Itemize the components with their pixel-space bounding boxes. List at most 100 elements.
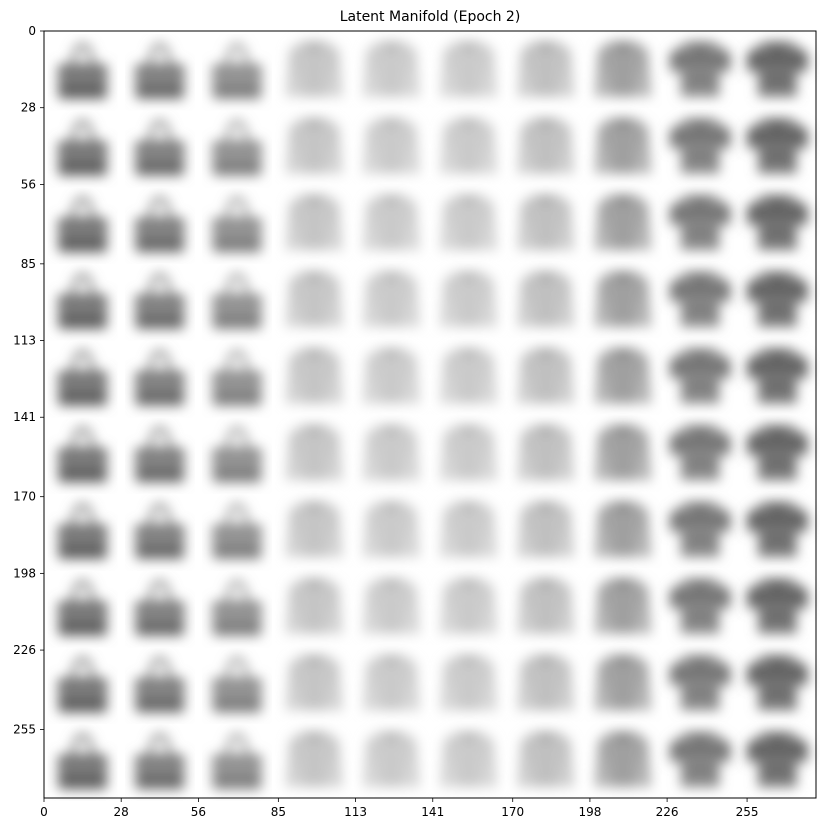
manifold-cell [134, 580, 185, 637]
manifold-cell [747, 500, 808, 557]
manifold-cell [212, 349, 262, 407]
manifold-cell [363, 654, 419, 711]
manifold-cell [212, 119, 262, 177]
manifold-cell [595, 501, 651, 557]
manifold-cell [57, 349, 108, 407]
manifold-cell [57, 580, 108, 637]
manifold-cell [747, 654, 808, 711]
manifold-cell [518, 117, 574, 174]
x-tick-label: 28 [114, 805, 129, 819]
manifold-cell [134, 349, 185, 407]
manifold-cell [595, 117, 651, 174]
manifold-cell [363, 117, 419, 174]
manifold-cell [595, 40, 651, 97]
manifold-cell [286, 424, 342, 481]
manifold-cell [595, 424, 651, 481]
y-tick-label: 226 [13, 643, 36, 657]
image-grid [57, 40, 808, 790]
manifold-cell [134, 503, 185, 560]
manifold-cell [441, 501, 497, 557]
manifold-cell [57, 119, 108, 177]
manifold-cell [441, 577, 497, 634]
manifold-cell [363, 194, 419, 251]
manifold-cell [595, 577, 651, 634]
y-tick-label: 141 [13, 410, 36, 424]
manifold-cell [518, 40, 574, 97]
manifold-cell [669, 731, 731, 788]
manifold-cell [747, 424, 808, 481]
y-tick-label: 56 [21, 177, 36, 191]
manifold-cell [212, 43, 262, 100]
manifold-cell [441, 347, 497, 404]
manifold-cell [134, 656, 185, 714]
manifold-cell [286, 270, 342, 327]
x-tick-label: 56 [191, 805, 206, 819]
manifold-cell [286, 347, 342, 404]
manifold-cell [747, 117, 808, 174]
plot-frame [43, 30, 817, 799]
manifold-cell [134, 426, 185, 483]
manifold-cell [212, 656, 262, 714]
manifold-cell [286, 577, 342, 634]
manifold-cell [669, 577, 731, 634]
x-tick-label: 226 [656, 805, 679, 819]
manifold-cell [747, 577, 808, 634]
x-tick-label: 0 [40, 805, 48, 819]
manifold-cell [134, 196, 185, 253]
manifold-cell [57, 656, 108, 714]
manifold-cell [134, 733, 185, 790]
manifold-cell [441, 40, 497, 97]
manifold-cell [669, 117, 731, 174]
manifold-cell [669, 347, 731, 404]
manifold-cell [134, 273, 185, 330]
manifold-cell [363, 270, 419, 327]
manifold-cell [518, 577, 574, 634]
manifold-cell [363, 347, 419, 404]
manifold-cell [441, 654, 497, 711]
manifold-cell [747, 731, 808, 788]
manifold-cell [595, 270, 651, 327]
manifold-cell [363, 424, 419, 481]
manifold-cell [363, 501, 419, 557]
manifold-cell [57, 273, 108, 330]
manifold-cell [747, 194, 808, 251]
manifold-cell [57, 503, 108, 560]
manifold-cell [669, 40, 731, 97]
manifold-cell [595, 731, 651, 788]
manifold-cell [212, 426, 262, 483]
manifold-cell [57, 426, 108, 483]
y-tick-label: 28 [21, 101, 36, 115]
x-tick-label: 255 [736, 805, 759, 819]
manifold-cell [212, 503, 262, 560]
y-tick-label: 170 [13, 490, 36, 504]
manifold-cell [518, 270, 574, 327]
manifold-cell [286, 501, 342, 557]
x-tick-label: 141 [421, 805, 444, 819]
y-tick-label: 0 [28, 24, 36, 38]
manifold-cell [441, 117, 497, 174]
manifold-cell [518, 347, 574, 404]
manifold-cell [747, 40, 808, 97]
manifold-cell [595, 194, 651, 251]
manifold-cell [669, 424, 731, 481]
manifold-cell [669, 270, 731, 327]
manifold-cell [212, 196, 262, 253]
x-tick-label: 170 [501, 805, 524, 819]
manifold-cell [747, 347, 808, 404]
manifold-cell [363, 40, 419, 97]
chart-title: Latent Manifold (Epoch 2) [340, 9, 521, 25]
y-axis: 0 28 56 85 113 141 170 198 226 255 [13, 24, 44, 737]
y-tick-label: 255 [13, 723, 36, 737]
x-tick-label: 198 [578, 805, 601, 819]
manifold-cell [518, 424, 574, 481]
y-tick-label: 85 [21, 257, 36, 271]
manifold-cell [134, 43, 185, 100]
manifold-cell [518, 654, 574, 711]
manifold-cell [57, 43, 108, 100]
manifold-cell [212, 580, 262, 637]
manifold-cell [286, 731, 342, 788]
x-axis: 0 28 56 85 113 141 170 198 226 255 [40, 798, 759, 819]
manifold-cell [441, 424, 497, 481]
manifold-cell [57, 733, 108, 790]
